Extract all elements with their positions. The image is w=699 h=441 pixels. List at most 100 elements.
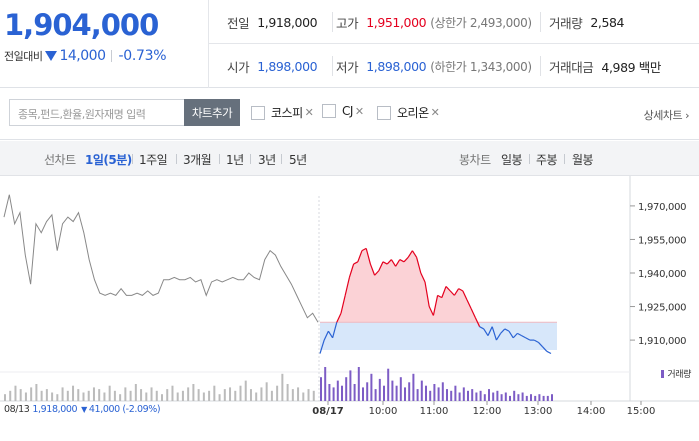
- change-percent: -0.73%: [118, 48, 167, 64]
- tab-weekly-candle[interactable]: 주봉: [536, 153, 558, 167]
- divider: [132, 154, 133, 164]
- today-line-segment: [399, 259, 405, 263]
- volume-legend-label: 거래량: [667, 370, 691, 380]
- today-line-segment: [453, 288, 460, 296]
- change-row: 전일대비 14,000 -0.73%: [4, 48, 167, 64]
- today-line-segment: [437, 294, 443, 299]
- today-line-segment: [474, 317, 481, 327]
- divider: [540, 56, 541, 76]
- volume-bar-today: [395, 385, 398, 401]
- compare-item-orion[interactable]: 오리온 ✕: [377, 104, 440, 121]
- compare-label: 오리온: [397, 106, 429, 120]
- x-tick-label: 13:00: [524, 406, 553, 417]
- volume-bar-prev: [260, 387, 263, 401]
- volume-bar-prev: [312, 390, 315, 401]
- add-chart-button[interactable]: 차트추가: [184, 99, 240, 126]
- today-line-segment: [357, 250, 363, 263]
- price-chart[interactable]: 1,970,000 1,955,000 1,940,000 1,925,000 1,91…: [0, 176, 699, 441]
- y-tick-label: 1,925,000: [638, 303, 686, 314]
- tab-1week[interactable]: 1주일: [139, 153, 168, 167]
- volume-label: 거래량: [549, 15, 583, 31]
- volume-bar-prev: [40, 390, 43, 401]
- volume-bar-today: [458, 392, 461, 401]
- volume-bar-today: [425, 385, 427, 401]
- today-line-segment: [483, 328, 489, 336]
- checkbox[interactable]: [377, 105, 391, 120]
- volume-bar-today: [475, 392, 478, 401]
- detail-chart-link[interactable]: 상세차트 ›: [643, 109, 690, 122]
- volume-bar-today: [504, 392, 507, 401]
- today-line-segment: [407, 250, 413, 258]
- volume-bar-today: [496, 390, 499, 401]
- today-line-segment: [336, 313, 342, 323]
- compare-item-cj[interactable]: CJ ✕: [322, 104, 364, 118]
- volume-bar-today: [370, 373, 373, 401]
- volume-bar-today: [538, 394, 541, 401]
- volume-bar-prev: [9, 390, 12, 401]
- volume-bar-prev: [281, 373, 284, 401]
- volume-bar-today: [433, 384, 436, 401]
- volume-bar-prev: [249, 389, 252, 401]
- volume-bar-today: [546, 395, 549, 401]
- today-line-segment: [395, 259, 401, 267]
- x-tick-label: 15:00: [627, 406, 656, 417]
- open-price: 시가 1,898,000: [227, 44, 318, 88]
- tab-daily-candle[interactable]: 일봉: [501, 153, 523, 167]
- checkbox[interactable]: [322, 104, 336, 118]
- volume-bar-prev: [155, 390, 158, 401]
- today-line-segment: [319, 339, 325, 354]
- volume-bar-today: [362, 387, 364, 401]
- today-line-segment: [508, 330, 514, 339]
- today-line-segment: [361, 247, 367, 252]
- today-line-segment: [340, 295, 346, 314]
- today-line-segment: [365, 248, 371, 265]
- price-chart-svg: 1,970,000 1,955,000 1,940,000 1,925,000 1,91…: [0, 176, 699, 417]
- price-details-row-1: 전일 1,918,000 고가 1,951,000 (상한가 2,493,000…: [209, 0, 699, 44]
- x-tick-label: 14:00: [577, 406, 606, 417]
- today-line-segment: [533, 339, 539, 343]
- prev-close-label: 전일: [227, 15, 250, 31]
- search-input[interactable]: 종목,펀드,환율,원자재명 입력: [9, 99, 185, 126]
- tab-1day[interactable]: 1일(5분): [85, 153, 132, 167]
- volume-bar-prev: [187, 387, 190, 401]
- today-line-segment: [525, 337, 531, 341]
- y-tick-label: 1,970,000: [638, 202, 686, 213]
- volume-bar-prev: [176, 392, 179, 401]
- close-icon[interactable]: ✕: [430, 106, 440, 119]
- volume-bar-today: [336, 380, 339, 401]
- today-line-segment: [479, 326, 485, 330]
- tab-3years[interactable]: 3년: [258, 153, 276, 167]
- x-tick-label: 08/17: [312, 406, 344, 417]
- checkbox[interactable]: [251, 105, 265, 120]
- close-icon[interactable]: ✕: [354, 104, 364, 118]
- today-line-segment: [517, 332, 522, 337]
- today-line-segment: [491, 326, 497, 341]
- tab-5years[interactable]: 5년: [289, 153, 307, 167]
- y-tick-label: 1,910,000: [638, 336, 686, 347]
- volume-bar-prev: [286, 384, 289, 401]
- today-line-segment: [546, 350, 552, 355]
- volume-bar-prev: [134, 384, 137, 401]
- volume-bar-today: [488, 389, 490, 401]
- volume-bar-today: [551, 394, 553, 401]
- low-price: 저가 1,898,000 (하한가 1,343,000): [336, 44, 532, 88]
- tab-3months[interactable]: 3개월: [183, 153, 212, 167]
- volume-bar-today: [446, 389, 448, 401]
- volume-bar-today: [500, 394, 503, 401]
- volume-bar-today: [341, 385, 343, 401]
- volume-bar-prev: [218, 394, 221, 401]
- upper-limit: (상한가 2,493,000): [430, 15, 532, 30]
- volume-bar-today: [517, 394, 520, 401]
- compare-item-kospi[interactable]: 코스피 ✕: [251, 104, 314, 121]
- close-icon[interactable]: ✕: [304, 106, 314, 119]
- volume-bar-today: [328, 384, 331, 401]
- tab-monthly-candle[interactable]: 월봉: [572, 153, 594, 167]
- change-label: 전일대비: [4, 50, 43, 63]
- volume-bar-prev: [113, 390, 116, 401]
- volume-bar-today: [345, 377, 348, 401]
- volume-bar-today: [467, 390, 469, 401]
- tab-1year[interactable]: 1년: [226, 153, 244, 167]
- line-chart-label: 선차트: [44, 153, 76, 167]
- volume-bar-prev: [82, 392, 85, 401]
- today-line-segment: [420, 272, 426, 283]
